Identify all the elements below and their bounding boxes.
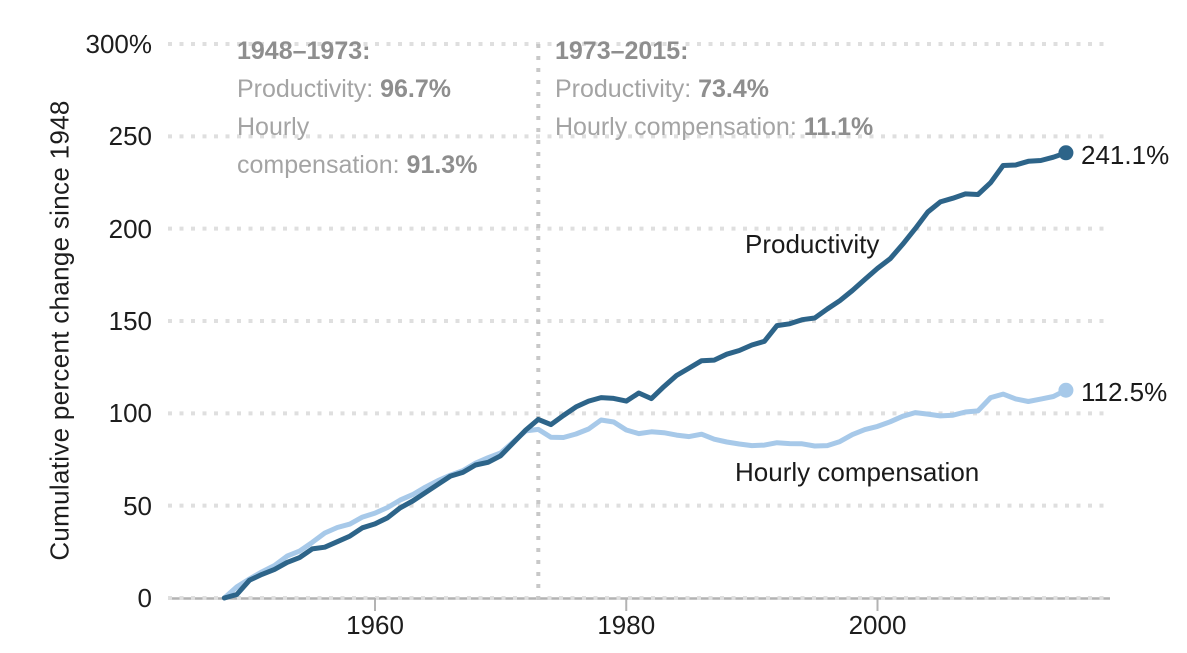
annotation-1948-1973: 1948–1973: Productivity: 96.7% Hourly compe… <box>237 32 477 184</box>
y-tick-label-0: 0 <box>137 583 152 613</box>
annotation-text: Hourly compensation: <box>555 113 804 141</box>
annotation-1973-2015: 1973–2015: Productivity: 73.4% Hourly comp… <box>555 32 873 146</box>
y-tick-label-300: 300% <box>85 28 153 59</box>
annotation-title: 1948–1973: <box>237 37 371 65</box>
annotation-text: compensation: <box>237 151 407 179</box>
compensation-end-dot <box>1058 382 1074 398</box>
productivity-end-value: 241.1% <box>1081 140 1170 170</box>
annotation-text: Hourly <box>237 113 310 141</box>
x-tick-label-1960: 1960 <box>346 610 404 640</box>
y-tick-label-200: 200 <box>108 213 152 244</box>
annotation-value: 73.4% <box>698 75 769 103</box>
annotation-line: Hourly <box>237 108 477 146</box>
productivity-line-label: Productivity <box>745 229 880 259</box>
compensation-end-value: 112.5% <box>1081 377 1168 407</box>
y-tick-label-150: 150 <box>108 305 152 336</box>
annotation-text: Productivity: <box>237 75 381 103</box>
annotation-line: compensation: 91.3% <box>237 146 477 184</box>
productivity-end-dot <box>1058 145 1074 161</box>
compensation-line-label: Hourly compensation <box>735 457 980 487</box>
annotation-value: 91.3% <box>406 151 478 179</box>
annotation-value: 11.1% <box>803 113 874 141</box>
annotation-text: Productivity: <box>555 75 699 103</box>
y-tick-label-250: 250 <box>108 121 152 152</box>
annotation-line: Hourly compensation: 11.1% <box>555 108 873 146</box>
x-tick-label-1980: 1980 <box>597 610 656 640</box>
y-tick-label-50: 50 <box>123 490 152 521</box>
annotation-line: Productivity: 96.7% <box>237 70 477 108</box>
compensation-line <box>221 387 1069 601</box>
annotation-line: Productivity: 73.4% <box>555 70 873 108</box>
y-tick-label-100: 100 <box>108 398 152 429</box>
productivity-line <box>221 150 1069 601</box>
annotation-value: 96.7% <box>380 75 451 103</box>
x-tick-label-2000: 2000 <box>848 610 907 640</box>
annotation-title: 1973–2015: <box>555 37 689 65</box>
